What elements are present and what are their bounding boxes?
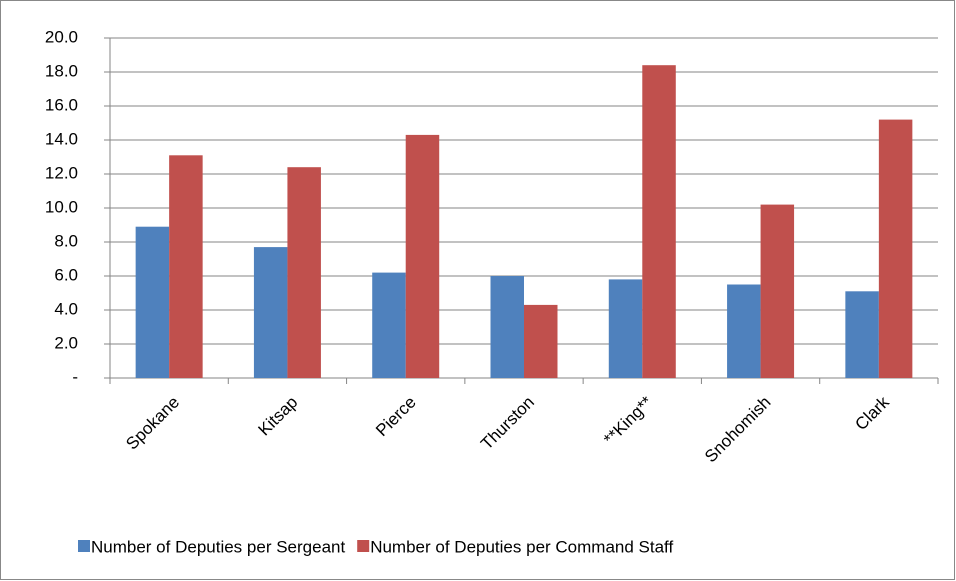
bar xyxy=(608,279,643,378)
y-tick-label: 16.0 xyxy=(45,95,78,114)
bar xyxy=(878,119,913,378)
legend-swatch xyxy=(78,540,90,552)
bar xyxy=(405,134,440,378)
y-tick-label: 10.0 xyxy=(45,197,78,216)
bar xyxy=(169,155,203,378)
y-tick-label: - xyxy=(72,367,78,386)
y-tick-label: 2.0 xyxy=(54,333,78,352)
bar xyxy=(760,204,795,378)
legend-label: Number of Deputies per Command Staff xyxy=(370,537,673,556)
y-tick-label: 14.0 xyxy=(45,129,78,148)
y-tick-label: 18.0 xyxy=(45,61,78,80)
legend-label: Number of Deputies per Sergeant xyxy=(91,537,345,556)
bar xyxy=(135,226,170,378)
y-tick-label: 8.0 xyxy=(54,231,78,250)
y-tick-label: 6.0 xyxy=(54,265,78,284)
bar xyxy=(845,291,879,378)
bar xyxy=(372,272,406,378)
bar xyxy=(642,65,676,378)
y-tick-label: 20.0 xyxy=(45,27,78,46)
bar xyxy=(253,247,288,378)
bar xyxy=(287,167,321,378)
y-tick-label: 12.0 xyxy=(45,163,78,182)
bar xyxy=(524,304,558,378)
y-tick-label: 4.0 xyxy=(54,299,78,318)
legend-swatch xyxy=(357,540,370,552)
bar xyxy=(490,276,524,378)
bar xyxy=(727,284,761,378)
